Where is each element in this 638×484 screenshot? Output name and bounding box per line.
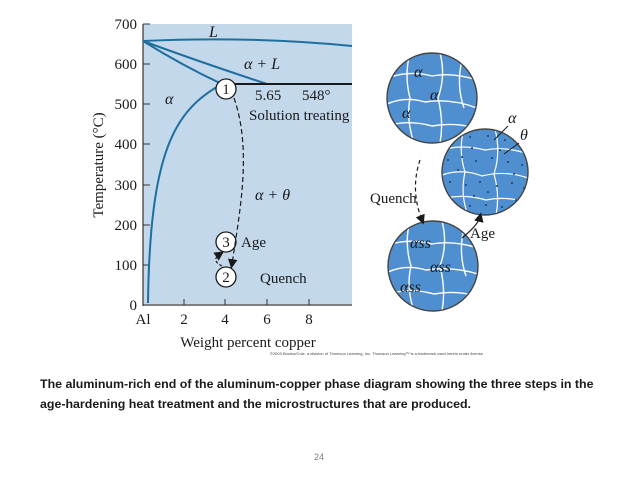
x-axis-ticks — [183, 299, 310, 305]
y-tick-label: 200 — [115, 218, 138, 234]
micro-bottom-label: αss — [400, 279, 421, 296]
y-axis-title: Temperature (°C) — [91, 112, 107, 217]
step-1-marker: 1 — [215, 78, 237, 100]
microstructure-solution-treated: α α α — [386, 52, 478, 144]
y-tick-label: 400 — [115, 137, 138, 153]
micro-bottom-label: αss — [410, 235, 431, 252]
quench-path-arrow — [227, 97, 244, 269]
age-path-arrow — [213, 251, 224, 267]
microstructure-quenched: αss αss αss — [387, 220, 479, 312]
x-tick-label: 6 — [263, 312, 271, 328]
region-alpha: α — [165, 91, 174, 108]
y-tick-label: 0 — [130, 298, 138, 314]
copyright-notice: ©2003 Brooks/Cole, a division of Thomson… — [270, 351, 484, 356]
micro-age-label: Age — [470, 226, 495, 242]
microstructure-aged — [441, 128, 529, 216]
page-number: 24 — [313, 452, 324, 462]
step-1-number: 1 — [222, 82, 230, 98]
eutectic-temperature-label: 548° — [302, 88, 331, 104]
micro-top-label: α — [414, 64, 423, 81]
figure-caption: The aluminum-rich end of the aluminum-co… — [40, 377, 594, 411]
solidus-line — [142, 40, 223, 85]
composition-label: 5.65 — [255, 88, 281, 104]
x-tick-label: 2 — [180, 312, 188, 328]
region-alpha-plus-liquid: α + L — [244, 56, 280, 73]
micro-age-arrow — [461, 212, 484, 239]
micro-bottom-label: αss — [430, 259, 451, 276]
phase-boundaries — [142, 38, 353, 304]
micro-middle-pointer — [493, 125, 509, 141]
liquidus-to-eutectic — [142, 40, 268, 85]
y-tick-label: 600 — [115, 57, 138, 73]
x-tick-label: Al — [136, 312, 151, 328]
step-3-label: Age — [241, 235, 266, 251]
x-axis-title: Weight percent copper — [180, 335, 315, 351]
y-tick-label: 700 — [115, 17, 138, 33]
micro-middle-label: α — [508, 110, 517, 127]
plot-area — [143, 24, 352, 304]
step-3-marker: 3 — [215, 231, 237, 253]
step-2-label: Quench — [260, 271, 307, 287]
step-2-marker: 2 — [215, 266, 237, 288]
y-tick-label: 500 — [115, 97, 138, 113]
micro-quench-label: Quench — [370, 191, 417, 207]
micro-middle-pointer — [503, 142, 520, 155]
micro-quench-arrow — [414, 159, 425, 225]
micro-top-label: α — [402, 105, 411, 122]
region-alpha-plus-theta: α + θ — [255, 187, 290, 204]
region-liquid: L — [208, 24, 218, 41]
micro-top-label: α — [430, 87, 439, 104]
liquidus-line — [142, 38, 353, 47]
y-tick-label: 100 — [115, 258, 138, 274]
x-tick-label: 4 — [221, 312, 229, 328]
x-tick-label: 8 — [305, 312, 313, 328]
step-1-label: Solution treating — [249, 108, 350, 124]
step-2-number: 2 — [222, 270, 230, 286]
step-3-number: 3 — [222, 235, 230, 251]
solvus-line — [147, 83, 223, 304]
y-tick-label: 300 — [115, 178, 138, 194]
micro-middle-label: θ — [520, 127, 528, 144]
